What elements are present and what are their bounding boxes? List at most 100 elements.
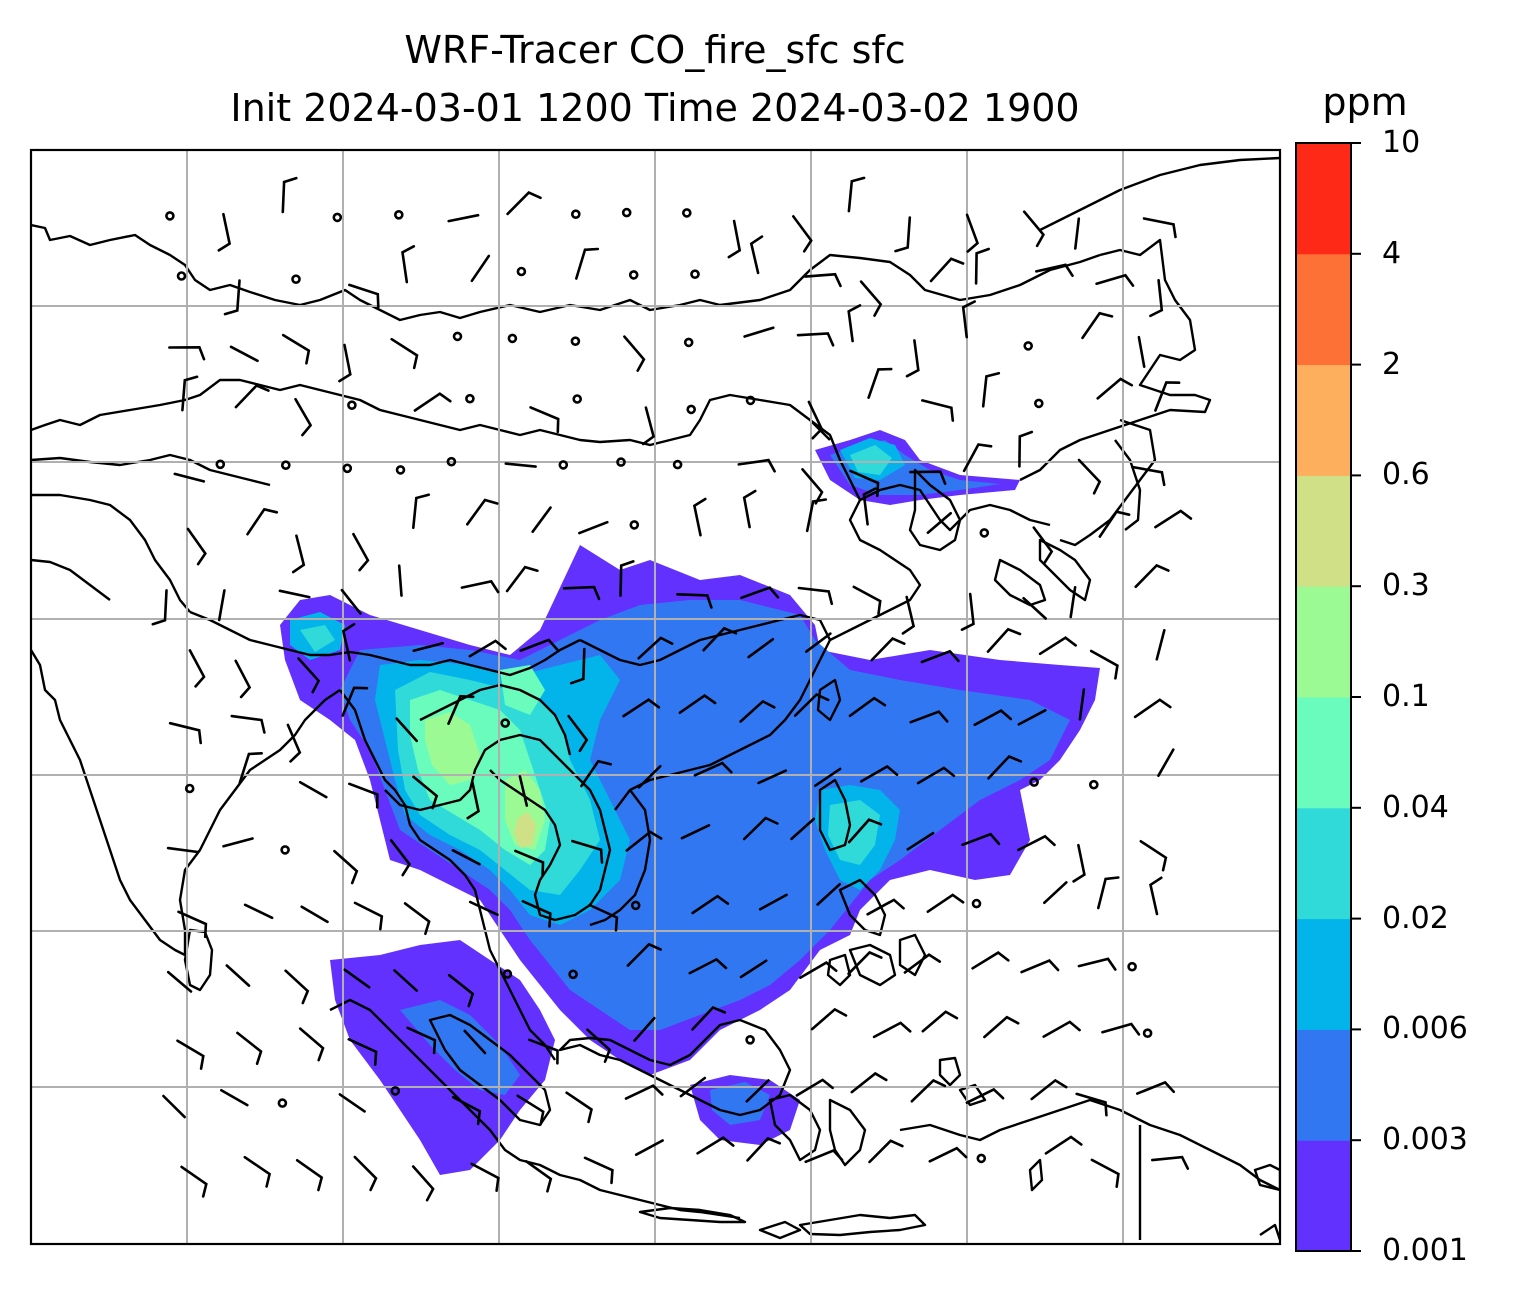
wind-barb: [792, 215, 813, 253]
wind-barb: [691, 1005, 727, 1031]
wind-barb: [909, 710, 949, 724]
wind-barb: [230, 714, 266, 734]
map-title-line-1: WRF-Tracer CO_fire_sfc sfc: [404, 28, 906, 72]
wind-barb: [412, 493, 430, 530]
wind-barb: [1069, 586, 1077, 619]
colorbar-unit-label: ppm: [1322, 80, 1408, 124]
wind-barb: [177, 910, 208, 939]
wind-barb: [516, 1094, 545, 1126]
wind-barb: [298, 780, 328, 799]
wind-barb: [406, 1026, 437, 1055]
wind-barb: [1134, 563, 1170, 589]
map-frame: [29, 148, 1282, 1246]
wind-barb: [757, 769, 788, 785]
calm-wind-marker: [629, 520, 640, 530]
wind-barb: [295, 1159, 324, 1192]
wind-barb: [1149, 279, 1164, 318]
wind-barb: [962, 443, 993, 473]
calm-wind-marker: [690, 269, 700, 280]
wind-barb: [866, 898, 905, 916]
wind-barb: [229, 345, 259, 363]
gridlines: [31, 150, 1280, 1244]
calm-wind-marker: [1034, 398, 1044, 409]
wind-barb: [986, 627, 1022, 653]
wind-barb: [807, 400, 824, 440]
wind-barb: [393, 969, 418, 992]
wind-barb: [525, 1160, 553, 1193]
wind-barbs: [151, 176, 1193, 1202]
wind-barb: [562, 585, 601, 601]
wind-barb: [234, 659, 252, 699]
wind-barb: [637, 636, 674, 660]
wind-barb: [961, 832, 1001, 847]
wind-barb: [727, 219, 742, 259]
wind-barb: [505, 565, 539, 593]
wind-barb: [529, 406, 560, 434]
tracer-area-level-0.02: [300, 625, 335, 652]
wind-barb: [1133, 698, 1172, 719]
wind-barb: [688, 957, 728, 975]
wind-barb: [470, 1162, 500, 1192]
wind-barb: [236, 1031, 263, 1065]
wind-barb: [243, 903, 274, 920]
wind-barb: [222, 837, 254, 848]
wind-barb: [470, 254, 491, 283]
wind-barb: [795, 1078, 834, 1097]
wind-barb: [412, 641, 444, 652]
calm-wind-marker: [280, 460, 291, 471]
colorbar-tick-label: 2: [1382, 346, 1402, 382]
wind-barb: [353, 901, 384, 931]
wind-barb: [641, 406, 656, 446]
wind-barb: [1017, 709, 1047, 726]
wind-barb: [928, 1146, 968, 1163]
wind-barb: [173, 472, 206, 483]
wind-barb: [743, 326, 775, 338]
wind-barb: [298, 1027, 325, 1062]
wind-barb: [284, 969, 310, 1005]
wind-barb: [578, 520, 609, 535]
wind-barb: [180, 1165, 208, 1198]
wind-barb: [181, 375, 199, 412]
wind-barb: [793, 692, 830, 717]
wind-barb: [186, 527, 207, 566]
calm-wind-marker: [1089, 779, 1099, 790]
wind-barb: [749, 235, 764, 275]
calm-wind-marker: [332, 212, 343, 223]
wind-barb: [506, 191, 542, 216]
wind-barb: [624, 1084, 664, 1100]
wind-barb: [1032, 526, 1054, 564]
wind-barb: [848, 696, 887, 718]
wind-barb: [894, 216, 912, 253]
wind-barb: [920, 649, 960, 664]
wind-barb: [676, 593, 713, 609]
wind-barb: [353, 1155, 378, 1192]
wind-barb: [634, 1139, 664, 1156]
wind-barb: [343, 968, 371, 989]
wind-barb: [463, 1029, 487, 1055]
wind-barb: [816, 883, 841, 906]
calm-wind-marker: [745, 1035, 755, 1045]
wind-barb: [623, 335, 646, 372]
wind-barb: [901, 595, 916, 635]
tracer-area-level-0.02: [850, 445, 892, 475]
wind-barb: [390, 337, 419, 370]
wind-barb: [737, 458, 776, 473]
wind-barb: [521, 900, 552, 928]
wind-barb: [588, 903, 619, 932]
wind-barb: [739, 959, 768, 979]
wind-barb: [451, 849, 481, 866]
wind-barb: [1155, 629, 1166, 661]
wind-barb: [852, 585, 882, 616]
wind-barb: [565, 1091, 593, 1124]
calm-wind-marker: [507, 333, 518, 344]
wind-barb: [569, 647, 586, 685]
calm-wind-marker: [683, 337, 694, 348]
wind-barb: [338, 1093, 366, 1113]
wind-barb: [910, 1078, 947, 1103]
wind-barb: [742, 816, 779, 841]
map-content: [31, 150, 1280, 1244]
calm-wind-marker: [215, 459, 226, 470]
colorbar-tick-label: 0.04: [1382, 789, 1449, 825]
wind-barb: [1072, 843, 1086, 883]
